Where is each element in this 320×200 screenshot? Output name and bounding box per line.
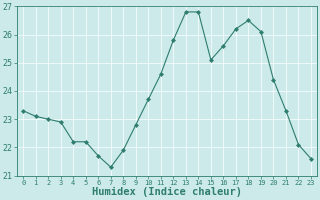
X-axis label: Humidex (Indice chaleur): Humidex (Indice chaleur) bbox=[92, 187, 242, 197]
